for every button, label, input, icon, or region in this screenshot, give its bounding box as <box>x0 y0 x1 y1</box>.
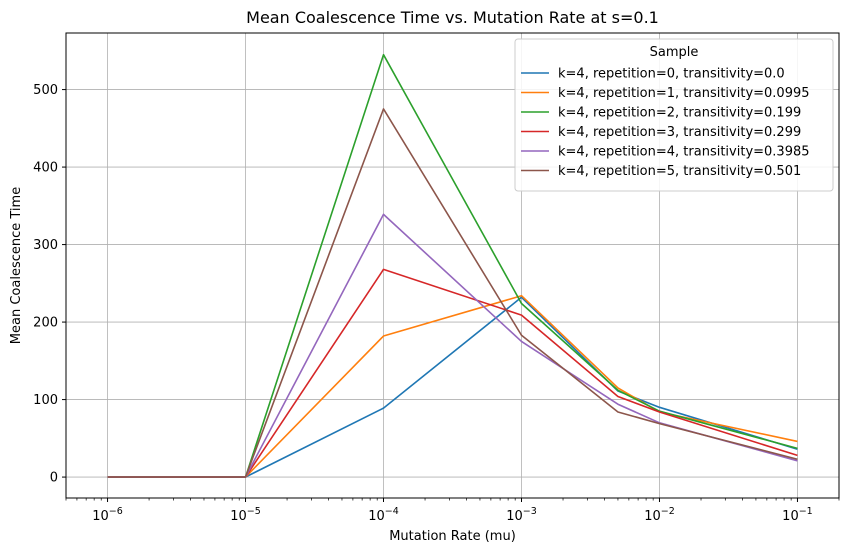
x-tick-label-exponent: −1 <box>799 506 813 517</box>
y-axis: 0 100 200 300 400 500 <box>33 83 66 486</box>
x-tick-label-base: 10 <box>230 509 247 524</box>
x-tick-label-base: 10 <box>92 509 109 524</box>
series-line-0 <box>107 296 798 478</box>
x-tick-label-exponent: −2 <box>661 506 675 517</box>
y-tick-label: 0 <box>50 471 58 486</box>
series-line-5 <box>107 108 798 478</box>
y-tick-label: 200 <box>33 316 58 331</box>
x-tick-label: 10−2 <box>644 506 675 524</box>
x-tick-label-exponent: −3 <box>523 506 537 517</box>
y-tick-label: 500 <box>33 83 58 98</box>
series-lines <box>107 53 798 478</box>
x-tick-label-exponent: −5 <box>247 506 261 517</box>
y-axis-label: Mean Coalescence Time <box>9 187 24 344</box>
legend-entry-label: k=4, repetition=5, transitivity=0.501 <box>558 164 801 179</box>
y-tick-label: 300 <box>33 238 58 253</box>
series-line-1 <box>107 294 798 478</box>
legend: Sample k=4, repetition=0, transitivity=0.… <box>514 38 834 192</box>
x-tick-label-exponent: −4 <box>385 506 399 517</box>
x-tick-label: 10−5 <box>230 506 261 524</box>
legend-entry-label: k=4, repetition=2, transitivity=0.199 <box>558 106 801 121</box>
y-tick-label: 100 <box>33 393 58 408</box>
legend-entry-label: k=4, repetition=0, transitivity=0.0 <box>558 67 785 82</box>
legend-entry-label: k=4, repetition=1, transitivity=0.0995 <box>558 86 810 101</box>
plot-frame <box>65 32 840 499</box>
chart-title: Mean Coalescence Time vs. Mutation Rate … <box>246 8 659 27</box>
x-tick-label: 10−6 <box>92 506 123 524</box>
legend-title: Sample <box>650 45 699 60</box>
x-tick-label: 10−3 <box>506 506 537 524</box>
legend-box <box>514 38 834 192</box>
x-tick-label-base: 10 <box>506 509 523 524</box>
x-tick-label: 10−1 <box>782 506 813 524</box>
x-tick-label-base: 10 <box>644 509 661 524</box>
series-line-4 <box>107 213 798 478</box>
x-tick-label-base: 10 <box>782 509 799 524</box>
legend-entry-label: k=4, repetition=3, transitivity=0.299 <box>558 125 801 140</box>
x-axis-label: Mutation Rate (mu) <box>389 529 516 544</box>
x-tick-label: 10−4 <box>368 506 399 524</box>
y-tick-label: 400 <box>33 161 58 176</box>
x-tick-label-base: 10 <box>368 509 385 524</box>
series-line-3 <box>107 268 798 478</box>
legend-entry-label: k=4, repetition=4, transitivity=0.3985 <box>558 145 810 160</box>
x-axis: 10−6 10−5 10−4 10−3 10−2 10−1 <box>65 498 840 524</box>
x-tick-label-exponent: −6 <box>109 506 123 517</box>
